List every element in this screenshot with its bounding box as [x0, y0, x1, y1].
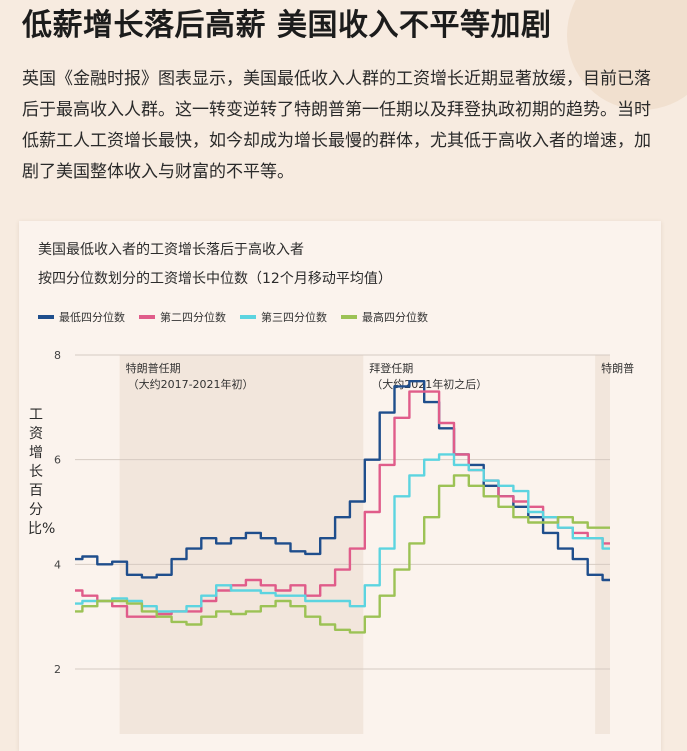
annotation-label-2: 拜登任期: [369, 361, 413, 375]
annotation-sublabel-1: （大约2017-2021年初）: [128, 377, 254, 391]
legend-item-q1: 最低四分位数: [38, 309, 125, 325]
legend-item-q4: 最高四分位数: [341, 309, 428, 325]
legend-label-q3: 第三四分位数: [261, 311, 327, 324]
legend-item-q3: 第三四分位数: [240, 309, 327, 325]
legend-swatch-q4: [341, 315, 357, 319]
chart-legend: 最低四分位数 第二四分位数 第三四分位数 最高四分位数: [38, 309, 428, 325]
annotation-label-3: 特朗普: [601, 361, 634, 375]
annotation-sublabel-2: （大约2021年初之后）: [371, 377, 487, 391]
legend-swatch-q3: [240, 315, 256, 319]
legend-label-q2: 第二四分位数: [160, 311, 226, 324]
term-band-1: [119, 355, 364, 734]
y-tick-label-8: 8: [54, 349, 61, 362]
legend-item-q2: 第二四分位数: [139, 309, 226, 325]
legend-label-q4: 最高四分位数: [362, 311, 428, 324]
legend-swatch-q1: [38, 315, 54, 319]
y-tick-label-2: 2: [54, 663, 61, 676]
series-line-q2: [75, 390, 610, 618]
chart-subtitle: 按四分位数划分的工资增长中位数（12个月移动平均值）: [38, 271, 392, 287]
y-tick-label-4: 4: [54, 558, 61, 571]
series-line-q1: [75, 380, 610, 582]
annotation-label-1: 特朗普任期: [126, 361, 181, 375]
legend-label-q1: 最低四分位数: [59, 311, 125, 324]
chart-title: 美国最低收入者的工资增长落后于高收入者: [38, 242, 304, 258]
intro-paragraph: 英国《金融时报》图表显示，美国最低收入人群的工资增长近期显著放缓，目前已落后于最…: [22, 69, 651, 182]
y-tick-label-6: 6: [54, 454, 61, 467]
page-headline: 低薪增长落后高薪 美国收入不平等加剧: [22, 8, 552, 43]
series-line-q4: [75, 474, 610, 634]
chart-plot: 2 4 6 8 特朗普任期 （大约2017-2021年初） 拜登任期 （大约2021年初之后）…: [54, 349, 634, 734]
series-line-q3: [75, 453, 610, 613]
legend-swatch-q2: [139, 315, 155, 319]
